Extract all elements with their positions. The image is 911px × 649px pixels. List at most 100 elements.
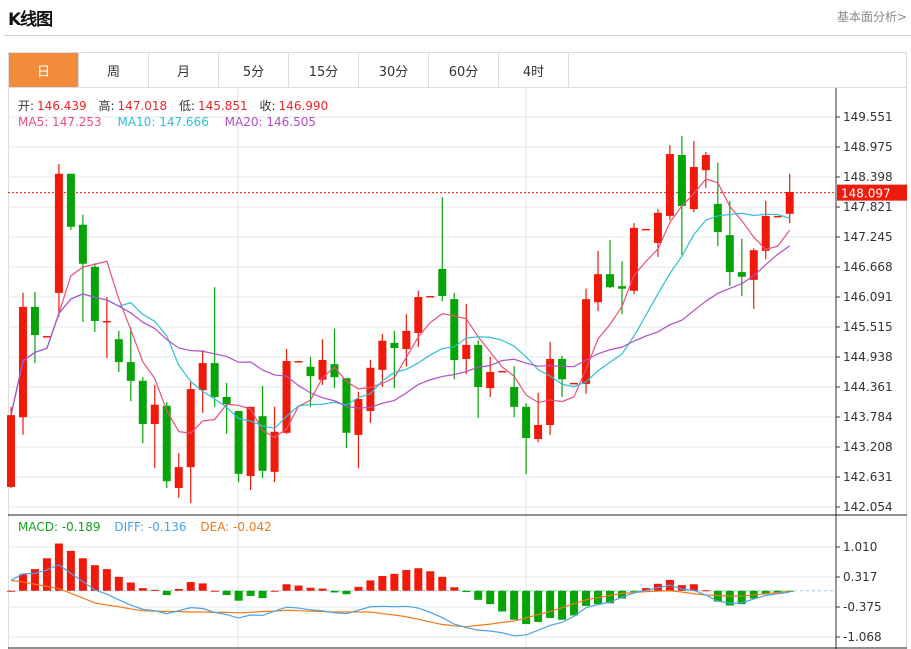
candle-up — [582, 299, 591, 384]
candle-up — [773, 215, 782, 218]
candle-down — [258, 416, 267, 471]
price-tick-label: 146.668 — [843, 260, 893, 274]
macd-bar — [641, 588, 650, 591]
candle-down — [210, 363, 219, 397]
price-tick-label: 148.975 — [843, 140, 893, 154]
macd-bar — [138, 588, 147, 591]
fundamental-analysis-link[interactable]: 基本面分析> — [836, 10, 907, 24]
low-value: 145.851 — [198, 99, 248, 113]
candle-down — [474, 344, 483, 388]
macd-bar — [617, 590, 626, 599]
period-tabs: 日 周 月 5分 15分 30分 60分 4时 — [8, 52, 907, 88]
tab-60min[interactable]: 60分 — [429, 53, 499, 87]
candle-down — [222, 396, 231, 405]
macd-bar — [198, 583, 207, 591]
candle-up — [749, 250, 758, 280]
price-tick-label: 144.938 — [843, 350, 893, 364]
close-label: 收: — [259, 99, 276, 113]
candle-down — [114, 339, 123, 363]
candle-up — [486, 371, 495, 389]
ma5-value: MA5: 147.253 — [18, 115, 102, 129]
macd-bar — [462, 590, 471, 593]
tab-15min[interactable]: 15分 — [289, 53, 359, 87]
macd-bar — [606, 590, 614, 604]
candle-down — [390, 342, 399, 349]
macd-bar — [378, 576, 387, 591]
price-tick-label: 142.631 — [843, 470, 893, 484]
candle-down — [713, 203, 722, 233]
candle-up — [366, 367, 375, 411]
candle-down — [522, 406, 531, 439]
ma-info: MA5: 147.253 MA10: 147.666 MA20: 146.505 — [18, 115, 319, 129]
candle-up — [594, 274, 603, 303]
macd-bar — [582, 590, 591, 606]
candle-down — [90, 266, 99, 321]
candle-up — [198, 363, 207, 391]
macd-bar — [713, 590, 722, 602]
tab-day[interactable]: 日 — [9, 53, 79, 87]
macd-bar — [486, 590, 495, 605]
candle-up — [270, 431, 279, 472]
macd-bar — [162, 590, 171, 596]
macd-bar — [7, 590, 15, 592]
price-tick-label: 148.398 — [843, 170, 893, 184]
diff-line — [10, 564, 790, 637]
macd-bar — [438, 576, 447, 591]
candle-up — [102, 320, 111, 323]
last-price-label: 148.097 — [841, 187, 891, 201]
macd-bar — [246, 590, 255, 596]
last-price-badge — [837, 184, 907, 201]
candle-up — [174, 467, 183, 488]
tab-5min[interactable]: 5分 — [219, 53, 289, 87]
high-value: 147.018 — [117, 99, 168, 113]
candle-up — [42, 336, 51, 338]
ma10-line — [10, 212, 790, 430]
price-tick-label: 147.821 — [843, 200, 893, 214]
candle-up — [294, 361, 303, 363]
candle-down — [126, 362, 135, 381]
macd-tick-label: -1.068 — [843, 630, 882, 644]
macd-bar — [42, 558, 51, 591]
macd-bar — [306, 587, 315, 591]
candle-up — [546, 358, 555, 426]
macd-bar — [186, 582, 195, 591]
candle-up — [570, 382, 579, 385]
macd-bar — [270, 590, 279, 592]
candle-up — [498, 370, 507, 373]
macd-info: MACD: -0.189 DIFF: -0.136 DEA: -0.042 — [18, 520, 275, 534]
candle-up — [354, 399, 363, 435]
price-tick-label: 143.784 — [843, 410, 893, 424]
macd-bar — [342, 590, 351, 595]
candle-down — [330, 364, 339, 378]
macd-bar — [66, 550, 75, 591]
close-value: 146.990 — [278, 99, 329, 113]
macd-bar — [629, 590, 638, 592]
price-tick-label: 143.208 — [843, 440, 893, 454]
macd-bar — [546, 590, 555, 619]
tab-30min[interactable]: 30分 — [359, 53, 429, 87]
candle-down — [66, 173, 75, 227]
macd-bar — [234, 590, 243, 601]
candle-up — [186, 389, 195, 468]
macd-bar — [558, 590, 567, 620]
price-tick-label: 145.515 — [843, 320, 893, 334]
low-label: 低: — [179, 99, 196, 113]
tab-month[interactable]: 月 — [149, 53, 219, 87]
divider — [4, 35, 911, 36]
tab-4h[interactable]: 4时 — [499, 53, 569, 87]
candle-up — [7, 415, 15, 487]
tab-week[interactable]: 周 — [79, 53, 149, 87]
diff-value: DIFF: -0.136 — [114, 520, 187, 534]
candle-down — [558, 358, 567, 380]
macd-bar — [102, 569, 111, 591]
macd-bar — [390, 573, 399, 591]
macd-bar — [689, 584, 698, 591]
macd-bar — [126, 582, 135, 591]
candle-down — [510, 387, 519, 407]
page-title: K线图 — [8, 10, 53, 30]
chart-frame[interactable] — [8, 88, 907, 649]
macd-bar — [761, 590, 770, 595]
candle-up — [641, 228, 650, 231]
macd-bar — [258, 590, 267, 599]
